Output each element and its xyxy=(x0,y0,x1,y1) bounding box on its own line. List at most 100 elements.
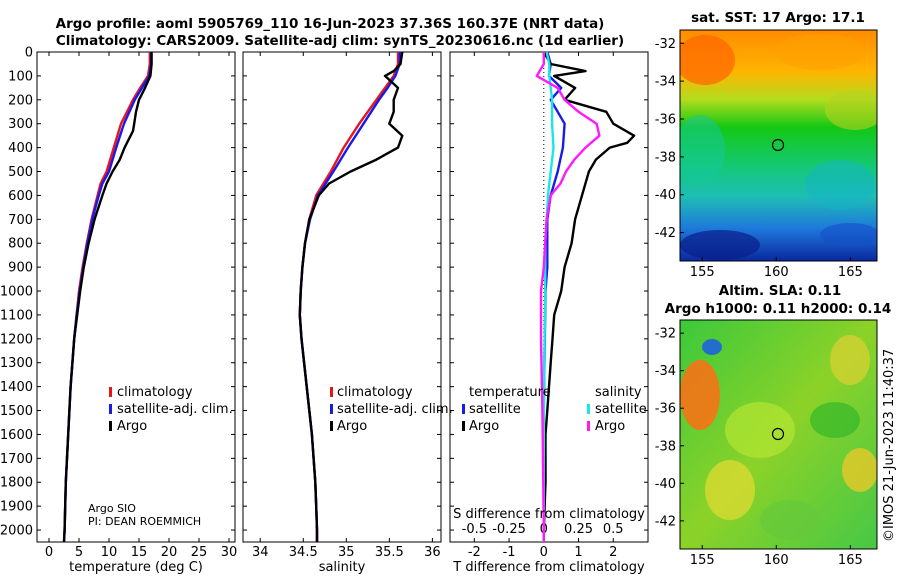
salinity-plot: 34 34.5 35 35.5 36 xyxy=(252,51,441,560)
sst-map-axes: 155 160 165 -32 -34 -36 -38 -40 -42 xyxy=(655,37,863,280)
t-diff-tick-label: -2 xyxy=(468,545,481,560)
lat-tick-label: -32 xyxy=(655,37,676,52)
sla-map-title: Altim. SLA: 0.11 xyxy=(719,283,841,299)
legend-swatch-argo xyxy=(109,421,112,431)
lon-tick-label: 165 xyxy=(838,265,863,280)
s-diff-tick-label: 0.25 xyxy=(564,522,593,537)
lon-tick-label: 160 xyxy=(764,553,789,568)
depth-tick-label: 1000 xyxy=(0,285,33,300)
sst-argo-location-marker xyxy=(771,138,785,152)
x-tick-label: 36 xyxy=(424,545,441,560)
legend-label-s-argo: Argo xyxy=(595,419,625,434)
lat-tick-label: -32 xyxy=(655,327,676,342)
difference-legend: temperature satellite Argo salinity sate… xyxy=(462,385,647,434)
depth-tick-label: 1200 xyxy=(0,332,33,347)
lat-tick-label: -42 xyxy=(655,226,676,241)
lat-tick-label: -36 xyxy=(655,402,676,417)
depth-axis: 0 100 200 300 400 500 600 700 800 900 1000 1100 1200… xyxy=(0,46,648,539)
series-line-argo xyxy=(298,51,404,542)
depth-tick-label: 400 xyxy=(8,141,33,156)
legend-title-salinity: salinity xyxy=(595,385,642,400)
series-line-satellite-adj-clim- xyxy=(62,52,153,543)
legend-swatch-satellite xyxy=(330,404,333,414)
x-tick-label: 25 xyxy=(191,545,208,560)
t-diff-tick-label: -1 xyxy=(503,545,516,560)
sla-map-frame xyxy=(679,319,878,550)
legend-swatch-s-argo xyxy=(587,421,590,431)
x-tick-label: 30 xyxy=(221,545,238,560)
x-tick-label: 0 xyxy=(45,545,53,560)
legend-swatch-climatology xyxy=(109,387,112,397)
series-line-climatology xyxy=(62,52,152,543)
series-line-t-satellite xyxy=(542,51,566,542)
x-tick-label: 15 xyxy=(131,545,148,560)
t-difference-label: T difference from climatology xyxy=(452,560,645,575)
sla-argo-location-marker xyxy=(771,427,785,441)
lon-tick-label: 155 xyxy=(690,553,715,568)
argo-institution: Argo SIO xyxy=(88,502,136,515)
depth-tick-label: 1900 xyxy=(0,500,33,515)
lat-tick-label: -36 xyxy=(655,112,676,127)
x-tick-label: 34 xyxy=(252,545,269,560)
depth-tick-label: 500 xyxy=(8,165,33,180)
x-tick-label: 35 xyxy=(338,545,355,560)
legend-label-argo: Argo xyxy=(117,419,147,434)
salinity-legend: climatology satellite-adj. clim. Argo xyxy=(330,385,453,434)
depth-tick-label: 600 xyxy=(8,189,33,204)
figure-title-line1: Argo profile: aoml 5905769_110 16-Jun-20… xyxy=(56,16,605,32)
argo-pi: PI: DEAN ROEMMICH xyxy=(88,515,201,528)
depth-tick-label: 1700 xyxy=(0,452,33,467)
depth-tick-label: 1600 xyxy=(0,428,33,443)
depth-tick-label: 2000 xyxy=(0,524,33,539)
lat-tick-label: -34 xyxy=(655,364,676,379)
t-diff-tick-label: 2 xyxy=(609,545,617,560)
s-diff-tick-label: -0.25 xyxy=(492,522,526,537)
difference-panel-frame xyxy=(449,51,649,543)
depth-tick-label: 0 xyxy=(25,46,33,61)
depth-tick-label: 900 xyxy=(8,261,33,276)
x-tick-label: 10 xyxy=(101,545,118,560)
lat-tick-label: -38 xyxy=(655,150,676,165)
depth-tick-label: 1400 xyxy=(0,380,33,395)
series-line-s-satellite xyxy=(542,51,555,542)
depth-tick-label: 100 xyxy=(8,69,33,84)
depth-tick-label: 1100 xyxy=(0,308,33,323)
sla-map-image xyxy=(680,320,877,549)
difference-plot: -2 -1 0 1 2-0.5 -0.25 0 0.25 0.5 xyxy=(462,51,636,560)
t-diff-tick-label: 1 xyxy=(574,545,582,560)
temperature-legend: climatology satellite-adj. clim. Argo xyxy=(109,385,233,434)
s-diff-tick-label: 0.5 xyxy=(603,522,624,537)
lat-tick-label: -38 xyxy=(655,439,676,454)
series-line-argo xyxy=(62,52,153,543)
lon-tick-label: 165 xyxy=(838,553,863,568)
lat-tick-label: -40 xyxy=(655,188,676,203)
depth-tick-label: 800 xyxy=(8,237,33,252)
salinity-panel-frame xyxy=(242,51,442,543)
legend-label-satellite: satellite-adj. clim. xyxy=(117,402,233,417)
legend-swatch-s-satellite xyxy=(587,404,590,414)
legend-swatch-t-argo xyxy=(462,421,465,431)
lat-tick-label: -34 xyxy=(655,75,676,90)
legend-swatch-satellite xyxy=(109,404,112,414)
s-difference-label: S difference from climatology xyxy=(453,507,645,522)
x-tick-label: 35.5 xyxy=(375,545,404,560)
temperature-xlabel: temperature (deg C) xyxy=(69,560,203,575)
legend-label-satellite: satellite-adj. clim. xyxy=(337,402,453,417)
x-tick-label: 20 xyxy=(161,545,178,560)
x-tick-label: 5 xyxy=(75,545,83,560)
sst-map-title: sat. SST: 17 Argo: 17.1 xyxy=(691,10,865,26)
legend-title-temperature: temperature xyxy=(469,385,551,400)
depth-tick-label: 200 xyxy=(8,93,33,108)
sst-map-image xyxy=(680,30,877,261)
series-line-s-argo xyxy=(535,52,601,542)
temperature-panel-frame xyxy=(36,51,236,543)
lat-tick-label: -42 xyxy=(655,514,676,529)
sla-map-title-2: Argo h1000: 0.11 h2000: 0.14 xyxy=(665,301,892,317)
depth-tick-label: 1300 xyxy=(0,356,33,371)
figure-title-line2: Climatology: CARS2009. Satellite-adj cli… xyxy=(56,33,624,49)
s-diff-tick-label: -0.5 xyxy=(462,522,487,537)
legend-label-climatology: climatology xyxy=(117,385,193,400)
depth-tick-label: 300 xyxy=(8,117,33,132)
t-diff-tick-label: 0 xyxy=(540,545,548,560)
